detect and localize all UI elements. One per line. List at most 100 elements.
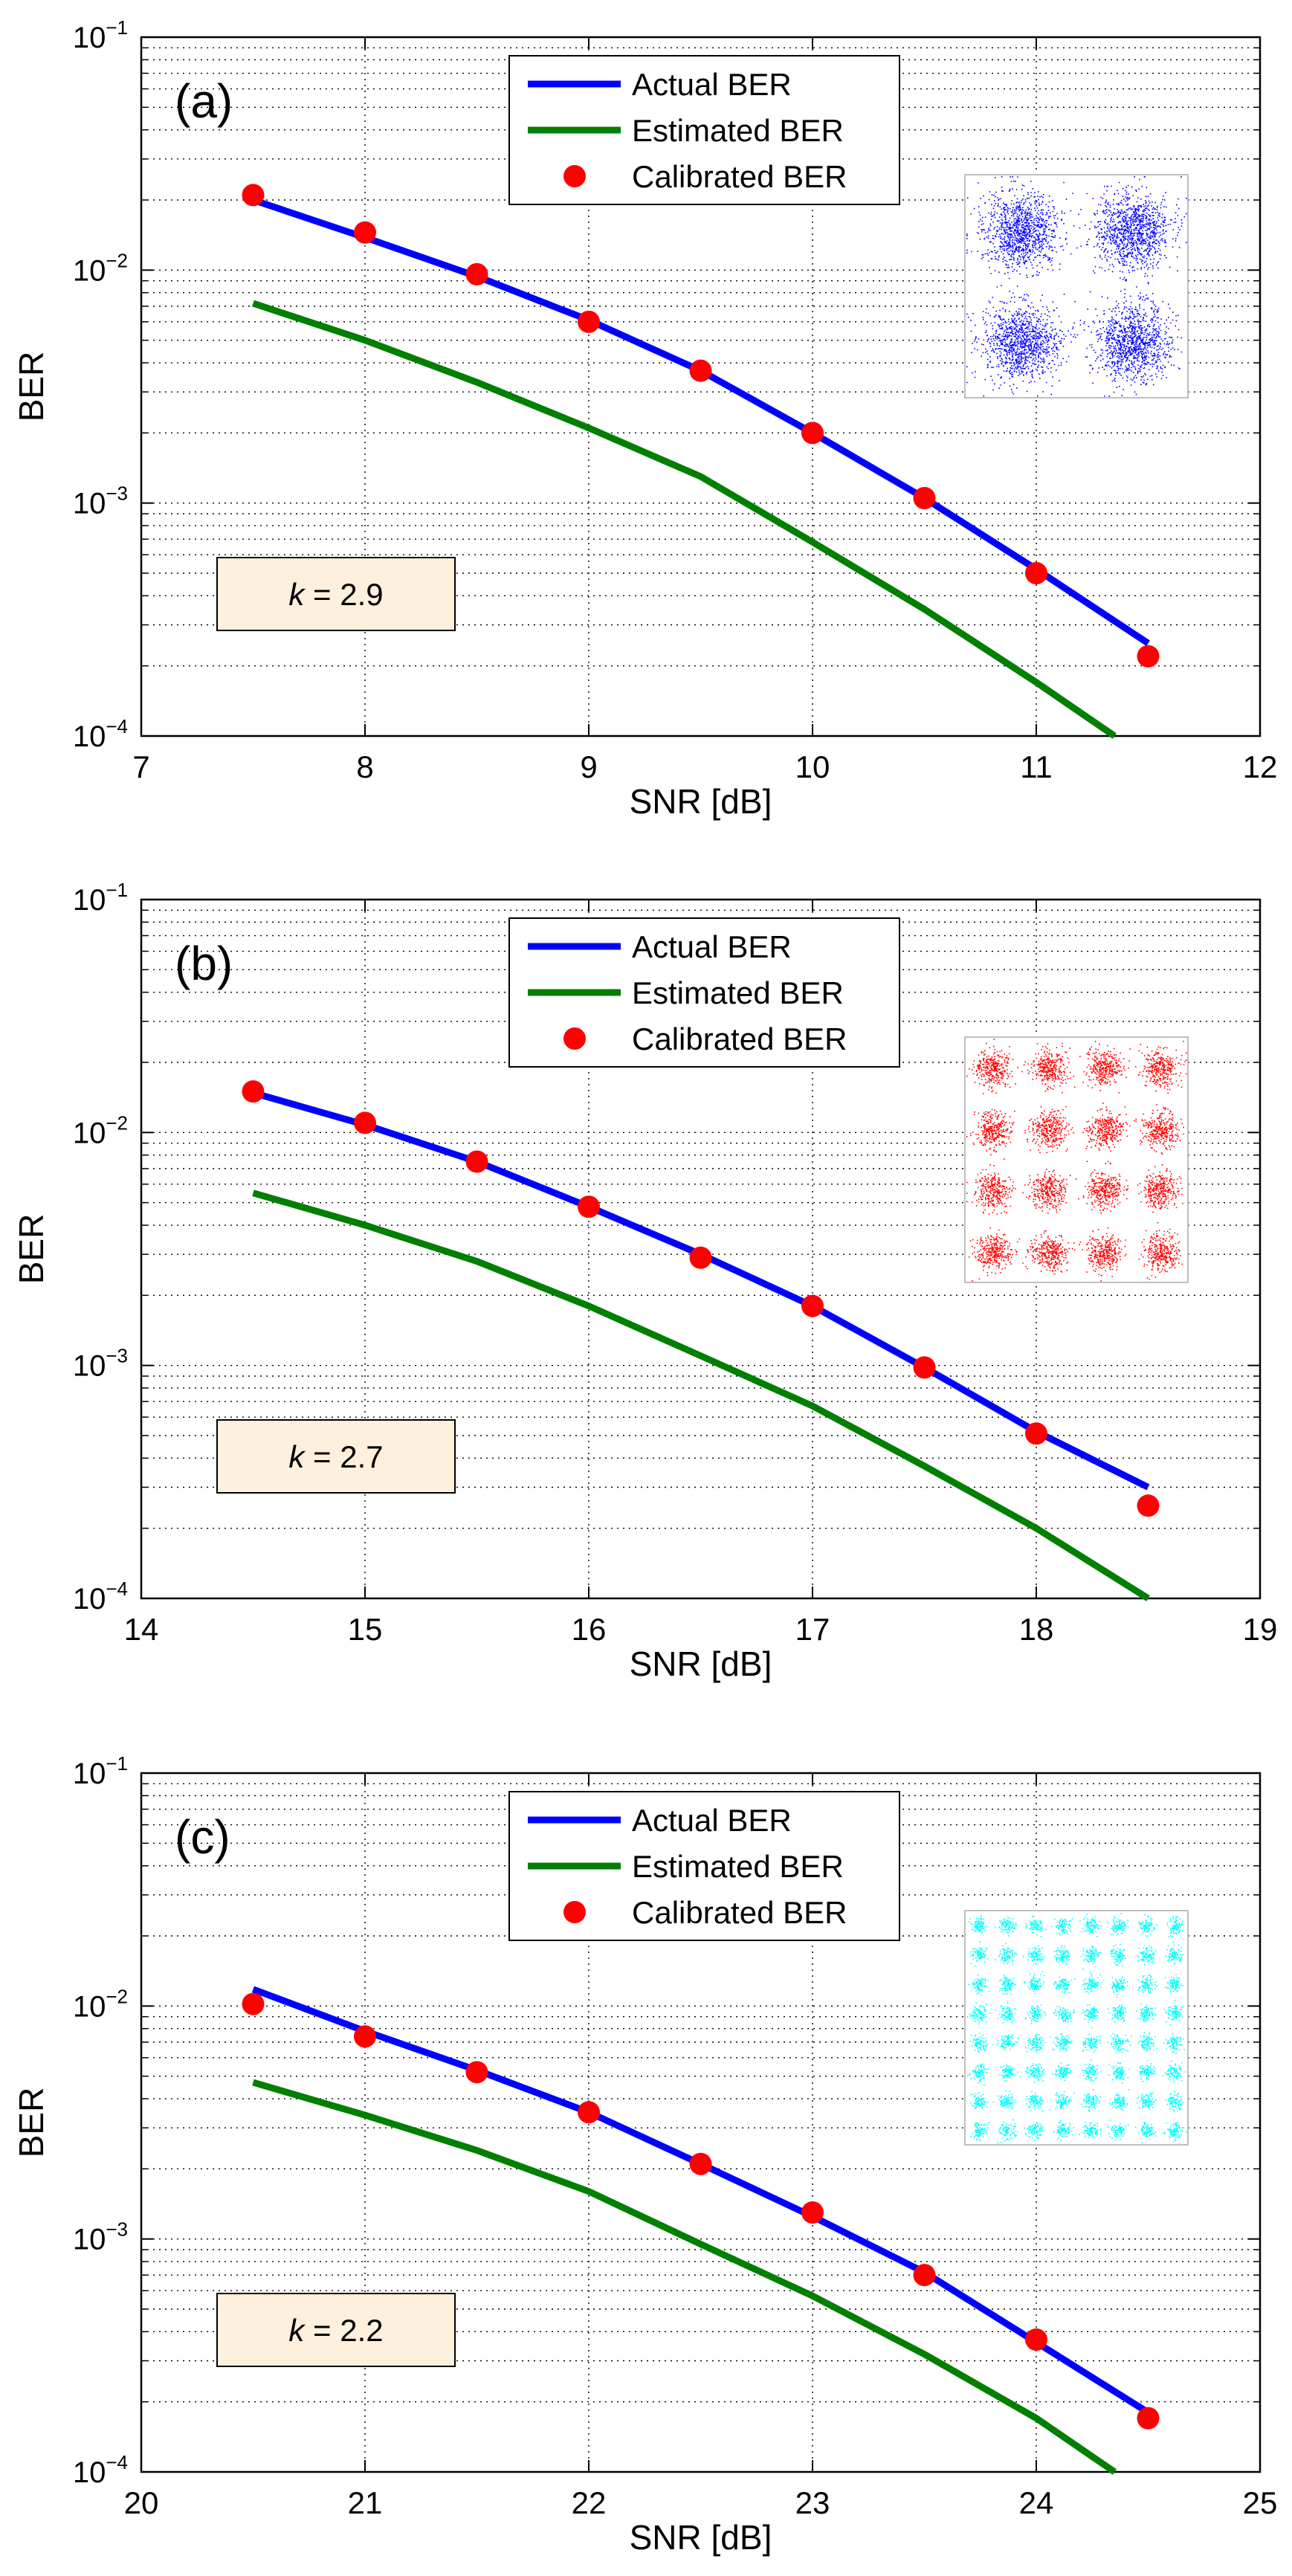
annotation-text: k = 2.7	[288, 1439, 383, 1474]
constellation-inset	[964, 1036, 1189, 1283]
calibrated-ber-point	[689, 2152, 712, 2175]
legend: Actual BER Estimated BER Calibrated BER	[508, 55, 900, 205]
calibrated-ber-point	[354, 1111, 376, 1134]
y-tick-label: 10−3	[73, 482, 128, 520]
x-tick-label: 24	[1019, 2485, 1054, 2520]
calibrated-ber-point	[1025, 1422, 1047, 1445]
legend-label: Actual BER	[632, 67, 792, 102]
calibrated-ber-point	[465, 262, 488, 285]
x-axis-label: SNR [dB]	[630, 1644, 772, 1683]
calibrated-ber-point	[578, 1195, 600, 1218]
y-tick-label: 10−3	[73, 2218, 128, 2256]
legend-label: Estimated BER	[632, 975, 844, 1010]
annotation: k = 2.7	[216, 1419, 456, 1494]
x-tick-label: 19	[1243, 1612, 1278, 1647]
inset-frame	[964, 1910, 1189, 2146]
calibrated-ber-point	[465, 2061, 488, 2084]
panel-label: (a)	[175, 74, 233, 128]
calibrated-ber-point	[465, 1150, 488, 1173]
series-line-estimated-ber	[252, 1189, 1150, 1601]
x-tick-label: 22	[572, 2485, 607, 2520]
calibrated-ber-point	[801, 1294, 824, 1317]
legend-swatch-marker	[563, 1901, 586, 1923]
legend-label: Calibrated BER	[632, 1895, 847, 1930]
axes-frame	[140, 898, 1262, 1600]
calibrated-ber-point	[578, 310, 600, 333]
x-tick-label: 20	[124, 2485, 159, 2520]
x-tick-label: 15	[348, 1612, 383, 1647]
calibrated-ber-point	[578, 2101, 600, 2124]
constellation-inset	[964, 174, 1189, 398]
annotation-box	[216, 557, 456, 631]
axes-frame	[140, 1772, 1262, 2473]
legend-label: Actual BER	[632, 1803, 792, 1838]
series-line-estimated-ber	[252, 300, 1117, 739]
calibrated-ber-point	[242, 1992, 265, 2015]
calibrated-ber-point	[689, 1246, 712, 1269]
calibrated-ber-point	[242, 1080, 265, 1103]
inset-frame	[964, 174, 1189, 398]
annotation-box	[216, 1419, 456, 1494]
y-axis-label: BER	[12, 1214, 51, 1285]
x-tick-label: 9	[580, 749, 597, 784]
calibrated-ber-point	[913, 1356, 936, 1379]
series-line-estimated-ber	[252, 2079, 1117, 2475]
annotation-text: k = 2.9	[288, 577, 383, 612]
y-tick-label: 10−2	[73, 1985, 128, 2023]
x-tick-label: 14	[124, 1612, 159, 1647]
constellation-inset	[964, 1910, 1189, 2146]
legend: Actual BER Estimated BER Calibrated BER	[508, 917, 900, 1068]
y-tick-label: 10−4	[73, 2451, 128, 2489]
y-axis-label: BER	[12, 352, 51, 422]
annotation: k = 2.9	[216, 557, 456, 631]
legend-label: Calibrated BER	[632, 1021, 847, 1056]
calibrated-ber-point	[1137, 645, 1160, 668]
x-tick-label: 10	[795, 749, 830, 784]
x-tick-label: 21	[348, 2485, 383, 2520]
constellation-points	[966, 176, 1187, 397]
calibrated-ber-point	[1137, 2406, 1160, 2430]
x-tick-label: 16	[572, 1612, 607, 1647]
x-tick-label: 8	[356, 749, 373, 784]
calibrated-ber-point	[689, 359, 712, 382]
axes-frame	[140, 36, 1262, 737]
y-tick-label: 10−2	[73, 249, 128, 287]
calibrated-ber-point	[242, 184, 265, 207]
y-tick-label: 10−4	[73, 1578, 128, 1615]
legend-label: Estimated BER	[632, 1849, 844, 1884]
annotation-text: k = 2.2	[288, 2313, 383, 2348]
y-tick-label: 10−1	[73, 1752, 128, 1790]
annotation: k = 2.2	[216, 2293, 456, 2367]
calibrated-ber-point	[354, 221, 376, 244]
calibrated-ber-point	[801, 2201, 824, 2224]
x-tick-label: 25	[1243, 2485, 1278, 2520]
x-tick-label: 18	[1019, 1612, 1054, 1647]
y-tick-label: 10−1	[73, 16, 128, 54]
constellation-points	[966, 1039, 1187, 1282]
panel-label: (c)	[175, 1810, 230, 1864]
panel-label: (b)	[175, 937, 233, 990]
x-tick-label: 7	[132, 749, 149, 784]
x-axis-label: SNR [dB]	[630, 2518, 772, 2557]
calibrated-ber-point	[913, 487, 936, 510]
y-tick-label: 10−4	[73, 715, 128, 753]
calibrated-ber-point	[913, 2264, 936, 2287]
calibrated-ber-point	[1025, 2328, 1047, 2351]
chart-panel-2: 10−4 10−3 10−2 10−1 14 15 16 17 18 19 SNR [dB] BER (…	[12, 879, 1277, 1683]
y-axis-label: BER	[12, 2088, 51, 2158]
calibrated-ber-point	[1025, 561, 1047, 584]
x-tick-label: 17	[795, 1612, 830, 1647]
y-tick-label: 10−3	[73, 1345, 128, 1383]
x-tick-label: 12	[1243, 749, 1278, 784]
legend-swatch-marker	[563, 1027, 586, 1050]
y-tick-label: 10−2	[73, 1111, 128, 1149]
legend-label: Estimated BER	[632, 113, 844, 148]
chart-panel-1: 10−4 10−3 10−2 10−1 7 8 9 10 11 12 SNR [dB] BER (a) A…	[12, 16, 1277, 821]
calibrated-ber-point	[801, 422, 824, 445]
annotation-box	[216, 2293, 456, 2367]
legend-swatch-marker	[563, 165, 586, 187]
legend-label: Actual BER	[632, 929, 792, 964]
calibrated-ber-point	[354, 2025, 376, 2048]
y-tick-label: 10−1	[73, 879, 128, 917]
